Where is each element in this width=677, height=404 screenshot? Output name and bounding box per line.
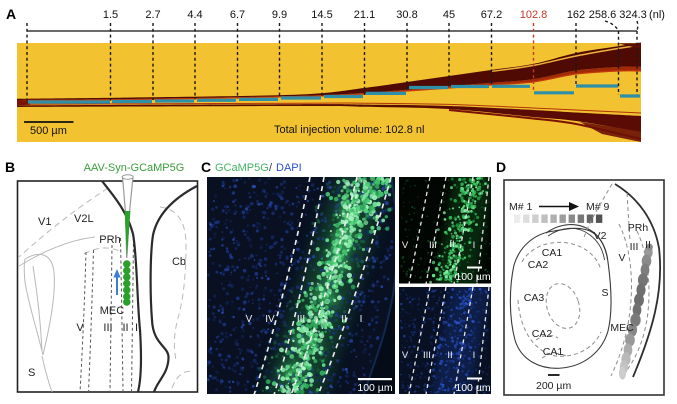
svg-text:II: II — [449, 239, 454, 250]
svg-text:CA3: CA3 — [524, 292, 545, 304]
svg-text:CA1: CA1 — [542, 247, 563, 259]
svg-text:67.2: 67.2 — [481, 9, 502, 21]
svg-text:CA2: CA2 — [532, 328, 553, 340]
svg-text:IV: IV — [265, 314, 275, 325]
svg-text:100 µm: 100 µm — [357, 382, 392, 394]
svg-text:II: II — [645, 239, 651, 251]
svg-text:S: S — [28, 367, 35, 379]
svg-text:III: III — [429, 240, 437, 251]
svg-text:Cb: Cb — [172, 256, 186, 268]
svg-text:PRh: PRh — [628, 222, 649, 234]
svg-text:21.1: 21.1 — [354, 9, 375, 21]
svg-text:GCaMP5G: GCaMP5G — [215, 162, 269, 174]
svg-text:M# 1: M# 1 — [509, 201, 533, 213]
svg-text:Total injection volume: 102.8: Total injection volume: 102.8 nl — [274, 124, 424, 136]
svg-text:CA2: CA2 — [528, 259, 549, 271]
svg-text:V2: V2 — [594, 230, 607, 242]
svg-text:CA1: CA1 — [543, 346, 564, 358]
svg-text:V2L: V2L — [74, 213, 94, 225]
svg-text:III: III — [103, 322, 112, 334]
svg-text:III: III — [630, 241, 639, 253]
svg-text:V: V — [246, 314, 253, 325]
svg-text:V: V — [618, 252, 625, 264]
svg-text:M# 9: M# 9 — [586, 201, 610, 213]
svg-text:V: V — [76, 322, 84, 334]
svg-text:I: I — [473, 240, 476, 251]
svg-text:30.8: 30.8 — [396, 9, 417, 21]
svg-text:(nl): (nl) — [649, 9, 665, 21]
svg-text:DAPI: DAPI — [276, 162, 302, 174]
svg-text:A: A — [6, 6, 16, 22]
svg-text:500 µm: 500 µm — [30, 125, 67, 137]
svg-text:V1: V1 — [38, 216, 51, 228]
svg-text:14.5: 14.5 — [311, 9, 332, 21]
svg-text:4.4: 4.4 — [187, 9, 202, 21]
svg-text:1.5: 1.5 — [103, 9, 118, 21]
svg-text:258.6: 258.6 — [589, 9, 617, 21]
svg-text:6.7: 6.7 — [230, 9, 245, 21]
svg-text:III: III — [297, 314, 305, 325]
svg-text:100 µm: 100 µm — [455, 382, 490, 394]
svg-text:324.3: 324.3 — [619, 9, 647, 21]
svg-text:45: 45 — [443, 9, 455, 21]
svg-text:II: II — [122, 322, 128, 334]
svg-text:MEC: MEC — [610, 322, 634, 334]
svg-text:100 µm: 100 µm — [455, 271, 490, 283]
svg-text:II: II — [341, 314, 347, 325]
svg-text:V: V — [402, 350, 409, 361]
svg-text:/: / — [269, 162, 273, 174]
svg-text:162: 162 — [567, 9, 585, 21]
svg-text:V: V — [402, 240, 409, 251]
svg-text:I: I — [473, 350, 476, 361]
svg-text:9.9: 9.9 — [272, 9, 287, 21]
svg-text:2.7: 2.7 — [145, 9, 160, 21]
svg-text:I: I — [135, 322, 138, 334]
svg-text:AAV-Syn-GCaMP5G: AAV-Syn-GCaMP5G — [84, 162, 185, 174]
svg-text:B: B — [5, 159, 15, 175]
svg-text:C: C — [201, 159, 211, 175]
svg-text:I: I — [360, 314, 363, 325]
svg-text:MEC: MEC — [100, 305, 125, 317]
svg-text:102.8: 102.8 — [520, 9, 548, 21]
svg-text:S: S — [601, 287, 608, 299]
svg-text:D: D — [496, 159, 506, 175]
svg-text:200 µm: 200 µm — [536, 380, 571, 392]
svg-text:II: II — [447, 350, 452, 361]
svg-text:PRh: PRh — [99, 234, 120, 246]
svg-text:III: III — [423, 350, 431, 361]
